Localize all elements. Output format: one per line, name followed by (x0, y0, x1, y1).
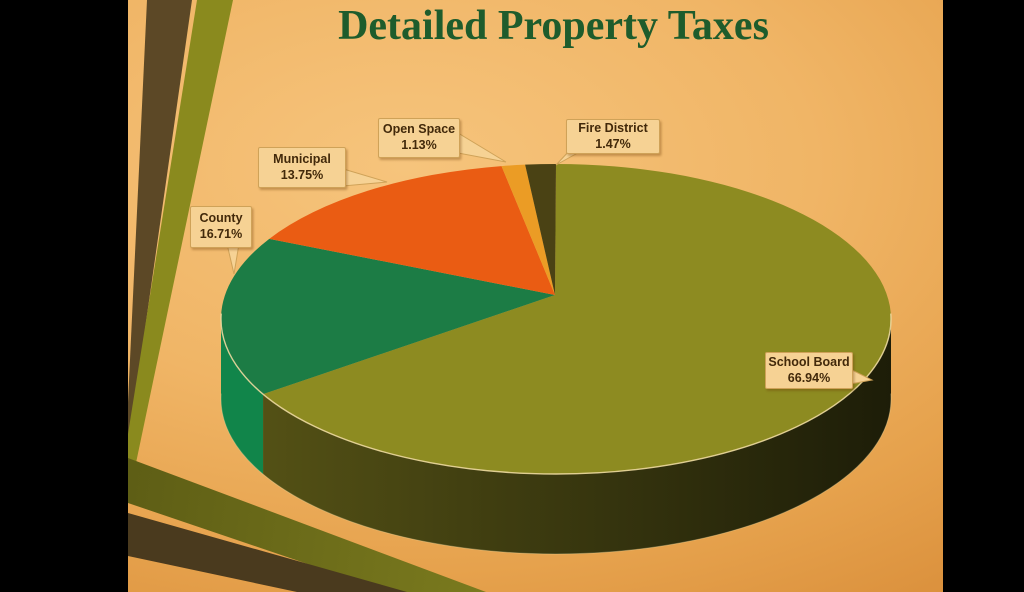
callout-county: County 16.71% (190, 206, 252, 248)
pie-slice-municipal (269, 166, 555, 295)
callout-school-board-label: School Board (768, 354, 850, 369)
callout-municipal-label: Municipal (273, 151, 331, 166)
stripe-olive-descending (128, 0, 233, 482)
pie-front-rim-highlight (220, 313, 892, 475)
callout-county-label: County (199, 211, 243, 226)
callout-open-space-label: Open Space (382, 122, 456, 137)
slide: Detailed Property Taxes School Board 66.… (128, 0, 943, 592)
pie-slice-open-space (501, 164, 555, 295)
callout-county-value: 16.71% (199, 227, 243, 241)
callout-school-board: School Board 66.94% (765, 352, 853, 389)
pointer-municipal (339, 167, 388, 187)
pie-slices (220, 164, 892, 555)
pie-side-school-board (263, 319, 892, 555)
pie-slice-fire-district (525, 164, 556, 295)
callout-school-board-value: 66.94% (787, 370, 831, 385)
stripe-brown-return (128, 513, 407, 592)
callout-fire-district-value: 1.47% (595, 136, 631, 151)
pointer-open-space (457, 132, 507, 163)
callout-municipal-value: 13.75% (280, 167, 324, 182)
callout-open-space-value: 1.13% (401, 138, 437, 152)
callout-open-space: Open Space 1.13% (378, 118, 460, 158)
pie-slice-county (221, 238, 555, 395)
pie-bottom-rim-highlight (220, 393, 892, 555)
pie-chart (220, 132, 892, 555)
pie-slice-school-board (263, 164, 892, 474)
callout-fire-district: Fire District 1.47% (566, 119, 660, 154)
chart-title: Detailed Property Taxes (338, 3, 769, 49)
stripe-olive-return (128, 458, 486, 592)
decorative-stripes (128, 0, 486, 592)
callout-fire-district-label: Fire District (578, 120, 648, 135)
callout-municipal: Municipal 13.75% (258, 147, 346, 188)
pointer-county (226, 243, 240, 275)
